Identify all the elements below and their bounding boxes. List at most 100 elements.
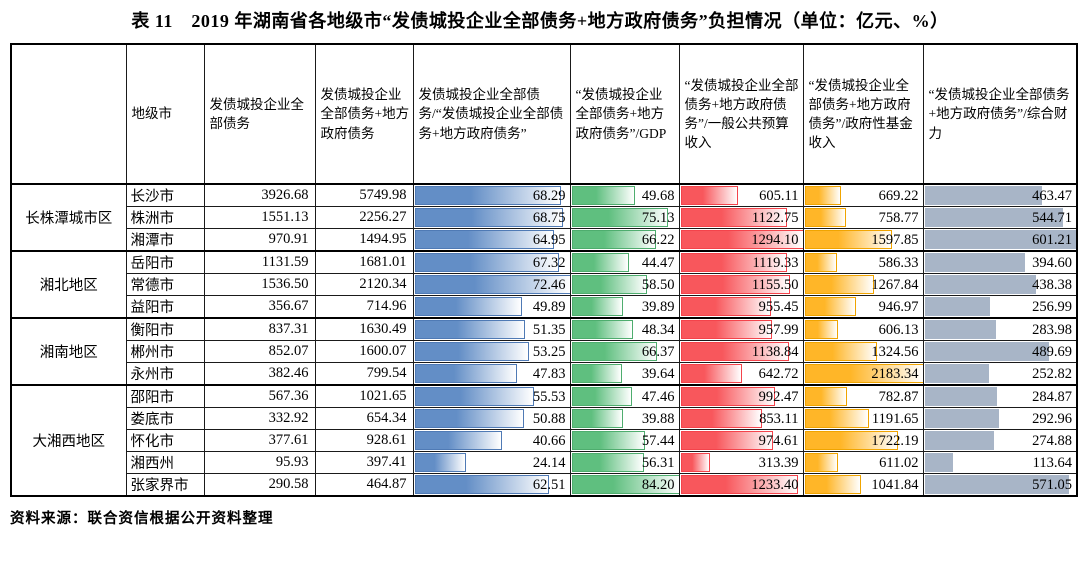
ratio-to-fund-income-bar <box>804 253 837 272</box>
ratio-to-fund-income-bar <box>804 475 862 494</box>
value-cell: 2183.34 <box>802 362 924 386</box>
ratio-to-fiscal-power-bar <box>924 208 1063 227</box>
value-label: 66.37 <box>641 343 675 360</box>
value-cell: 50.88 <box>412 407 571 430</box>
value-label: 113.64 <box>1032 454 1072 471</box>
city-cell: 岳阳市 <box>125 250 205 274</box>
ratio-to-fund-income-bar <box>804 364 922 383</box>
value-cell: 53.25 <box>412 340 571 363</box>
value-cell: 49.89 <box>412 295 571 319</box>
value-label: 1155.50 <box>751 276 799 293</box>
table-row: 湘南地区 衡阳市 837.31 1630.49 51.35 48.34 957.99 606.… <box>10 317 1078 386</box>
ratio-to-gdp-bar <box>571 475 678 494</box>
city-cell: 益阳市 <box>125 295 205 319</box>
ratio-to-fiscal-power-bar <box>924 230 1076 249</box>
value-cell: 1267.84 <box>802 273 924 296</box>
city-cell: 长沙市 <box>125 183 205 207</box>
value-label: 40.66 <box>532 432 566 449</box>
value-label: 66.22 <box>641 231 675 248</box>
header-col-3: 发债城投企业全部债务+地方政府债务 <box>314 43 414 185</box>
value-cell: 377.61 <box>203 429 316 452</box>
value-cell: 39.88 <box>569 407 680 430</box>
ratio-to-budget-bar <box>680 297 772 316</box>
ratio-to-fund-income-bar <box>804 186 842 205</box>
ratio-to-gdp-bar <box>571 342 657 361</box>
value-label: 758.77 <box>878 209 919 226</box>
ratio-to-fiscal-power-bar <box>924 253 1025 272</box>
city-cell: 娄底市 <box>125 407 205 430</box>
ratio-to-fund-income-bar <box>804 387 848 406</box>
ratio-of-total-bar <box>414 431 503 450</box>
city-cell: 郴州市 <box>125 340 205 363</box>
value-label: 39.89 <box>641 298 675 315</box>
value-cell: 955.45 <box>678 295 804 319</box>
value-label: 438.38 <box>1032 276 1072 293</box>
value-cell: 669.22 <box>802 183 924 207</box>
ratio-of-total-bar <box>414 297 522 316</box>
value-label: 49.89 <box>532 298 566 315</box>
value-cell: 946.97 <box>802 295 924 319</box>
value-label: 957.99 <box>758 321 799 338</box>
value-cell: 1294.10 <box>678 228 804 252</box>
ratio-to-gdp-bar <box>571 409 623 428</box>
value-label: 1267.84 <box>871 276 919 293</box>
value-label: 284.87 <box>1032 388 1072 405</box>
value-label: 463.47 <box>1032 187 1072 204</box>
ratio-to-fund-income-bar <box>804 453 838 472</box>
value-cell: 1597.85 <box>802 228 924 252</box>
value-cell: 1600.07 <box>314 340 414 363</box>
value-cell: 1021.65 <box>314 384 414 408</box>
value-label: 974.61 <box>758 432 799 449</box>
value-label: 67.32 <box>532 254 566 271</box>
value-cell: 567.36 <box>203 384 316 408</box>
value-cell: 64.95 <box>412 228 571 252</box>
city-cell: 邵阳市 <box>125 384 205 408</box>
ratio-to-budget-bar <box>680 275 791 294</box>
city-cell: 衡阳市 <box>125 317 205 341</box>
header-col-7: “发债城投企业全部债务+地方政府债务”/政府性基金收入 <box>802 43 924 185</box>
city-cell: 株洲市 <box>125 206 205 229</box>
value-cell: 283.98 <box>922 317 1078 341</box>
value-cell: 397.41 <box>314 451 414 474</box>
value-label: 1233.40 <box>751 476 799 493</box>
ratio-of-total-bar <box>414 364 518 383</box>
region-cell: 湘北地区 <box>10 250 127 319</box>
value-label: 44.47 <box>641 254 675 271</box>
value-cell: 113.64 <box>922 451 1078 474</box>
table-row: 湘西州 95.93 397.41 24.14 56.31 313.39 611.02 113.… <box>11 451 1078 474</box>
value-cell: 654.34 <box>314 407 414 430</box>
value-label: 313.39 <box>758 454 799 471</box>
city-cell: 湘潭市 <box>125 228 205 252</box>
value-label: 47.46 <box>641 388 675 405</box>
value-label: 57.44 <box>641 432 675 449</box>
value-cell: 1119.33 <box>678 250 804 274</box>
value-label: 642.72 <box>758 365 799 382</box>
ratio-to-gdp-bar <box>571 364 623 383</box>
value-label: 49.68 <box>641 187 675 204</box>
value-label: 606.13 <box>878 321 919 338</box>
value-label: 669.22 <box>878 187 919 204</box>
value-label: 955.45 <box>758 298 799 315</box>
value-cell: 1191.65 <box>802 407 924 430</box>
region-cell: 长株潭城市区 <box>10 183 127 252</box>
ratio-to-fund-income-bar <box>804 409 870 428</box>
table-row: 株洲市 1551.13 2256.27 68.75 75.13 1122.75 758.77… <box>11 206 1078 229</box>
value-cell: 489.69 <box>922 340 1078 363</box>
value-label: 544.71 <box>1032 209 1072 226</box>
value-label: 84.20 <box>641 476 675 493</box>
value-cell: 95.93 <box>203 451 316 474</box>
value-label: 605.11 <box>759 187 799 204</box>
ratio-to-budget-bar <box>680 387 775 406</box>
ratio-to-gdp-bar <box>571 230 657 249</box>
ratio-to-fiscal-power-bar <box>924 342 1049 361</box>
ratio-of-total-bar <box>414 253 560 272</box>
value-label: 586.33 <box>878 254 919 271</box>
value-cell: 382.46 <box>203 362 316 386</box>
value-label: 56.31 <box>641 454 675 471</box>
value-cell: 714.96 <box>314 295 414 319</box>
header-col-5: “发债城投企业全部债务+地方政府债务”/GDP <box>569 43 680 185</box>
value-cell: 1494.95 <box>314 228 414 252</box>
ratio-to-gdp-bar <box>571 431 646 450</box>
value-label: 394.60 <box>1032 254 1072 271</box>
value-label: 1138.84 <box>751 343 799 360</box>
